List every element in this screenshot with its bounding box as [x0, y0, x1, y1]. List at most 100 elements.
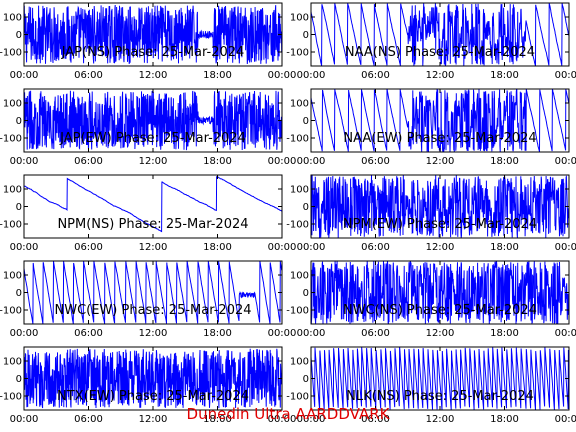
y-tick-label: 0 — [303, 374, 309, 385]
x-tick-label: 12:00 — [426, 242, 455, 253]
x-tick-label: 18:00 — [203, 156, 232, 167]
x-tick-label: 18:00 — [203, 328, 232, 339]
x-tick-label: 00:00 — [297, 156, 326, 167]
x-tick-label: 18:00 — [203, 242, 232, 253]
series-line — [311, 347, 569, 410]
y-tick-label: 0 — [303, 202, 309, 213]
panel-title: NAA(NS) Phase: 25-Mar-2024 — [345, 45, 535, 60]
x-tick-label: 12:00 — [426, 328, 455, 339]
x-tick-label: 00:00 — [555, 328, 576, 339]
y-tick-label: -100 — [286, 392, 309, 403]
x-tick-label: 00:00 — [268, 328, 297, 339]
y-tick-label: 0 — [303, 116, 309, 127]
x-tick-label: 00:00 — [10, 414, 39, 425]
panel-title: NTX(EW) Phase: 25-Mar-2024 — [57, 389, 249, 404]
panel-5: 100 0 -100 00:00 06:00 12:00 18:00 00:00 NPM(EW)… — [286, 174, 576, 253]
y-tick-label: 100 — [290, 357, 309, 368]
x-tick-label: 12:00 — [426, 156, 455, 167]
y-tick-label: -100 — [286, 306, 309, 317]
y-tick-label: 0 — [16, 374, 22, 385]
x-tick-label: 00:00 — [268, 414, 297, 425]
y-tick-label: 100 — [3, 99, 22, 110]
y-tick-label: -100 — [0, 220, 22, 231]
y-tick-label: -100 — [0, 392, 22, 403]
x-tick-label: 00:00 — [268, 70, 297, 81]
y-tick-label: -100 — [0, 48, 22, 59]
panel-2: 100 0 -100 00:00 06:00 12:00 18:00 00:00 JAP(EW)… — [0, 88, 297, 167]
y-tick-label: 0 — [303, 30, 309, 41]
y-tick-label: -100 — [286, 220, 309, 231]
x-tick-label: 18:00 — [490, 328, 519, 339]
y-tick-label: 100 — [290, 185, 309, 196]
x-tick-label: 12:00 — [139, 70, 168, 81]
x-tick-label: 00:00 — [10, 328, 39, 339]
panel-0: 100 0 -100 00:00 06:00 12:00 18:00 00:00 JAP(NS)… — [0, 2, 297, 81]
panel-title: NWC(NS) Phase: 25-Mar-2024 — [343, 303, 537, 318]
series-line — [24, 261, 282, 324]
x-tick-label: 00:00 — [268, 242, 297, 253]
y-tick-label: 100 — [3, 271, 22, 282]
series-line — [311, 89, 569, 152]
x-tick-label: 06:00 — [74, 242, 103, 253]
x-tick-label: 00:00 — [10, 70, 39, 81]
y-tick-label: 100 — [3, 357, 22, 368]
x-tick-label: 00:00 — [555, 414, 576, 425]
y-tick-label: -100 — [0, 306, 22, 317]
y-tick-label: 100 — [3, 185, 22, 196]
series-line — [24, 90, 282, 151]
x-tick-label: 06:00 — [74, 156, 103, 167]
panel-9: 100 0 -100 00:00 06:00 12:00 18:00 00:00 NLK(NS)… — [286, 346, 576, 425]
x-tick-label: 06:00 — [361, 328, 390, 339]
series-line — [311, 3, 569, 66]
y-tick-label: -100 — [286, 48, 309, 59]
panel-title: NPM(NS) Phase: 25-Mar-2024 — [57, 217, 248, 232]
panel-title: NAA(EW) Phase: 25-Mar-2024 — [343, 131, 536, 146]
y-tick-label: -100 — [0, 134, 22, 145]
x-tick-label: 00:00 — [268, 156, 297, 167]
series-line — [24, 176, 282, 233]
panel-6: 100 0 -100 00:00 06:00 12:00 18:00 00:00 NWC(EW)… — [0, 260, 297, 339]
y-tick-label: 0 — [16, 288, 22, 299]
x-tick-label: 06:00 — [74, 414, 103, 425]
x-tick-label: 12:00 — [139, 242, 168, 253]
y-tick-label: 100 — [290, 99, 309, 110]
panel-title: NLK(NS) Phase: 25-Mar-2024 — [346, 389, 534, 404]
x-tick-label: 06:00 — [361, 242, 390, 253]
panel-3: 100 0 -100 00:00 06:00 12:00 18:00 00:00 NAA(EW)… — [286, 88, 576, 167]
x-tick-label: 06:00 — [361, 156, 390, 167]
series-line — [24, 4, 282, 65]
panel-8: 100 0 -100 00:00 06:00 12:00 18:00 00:00 NTX(EW)… — [0, 346, 297, 425]
y-tick-label: 0 — [16, 202, 22, 213]
x-tick-label: 00:00 — [297, 328, 326, 339]
x-tick-label: 00:00 — [555, 70, 576, 81]
x-tick-label: 12:00 — [139, 328, 168, 339]
footer-label: Dunedin Ultra AARDDVARK — [186, 405, 390, 423]
x-tick-label: 00:00 — [297, 242, 326, 253]
x-tick-label: 18:00 — [490, 242, 519, 253]
y-tick-label: 0 — [303, 288, 309, 299]
panel-title: JAP(EW) Phase: 25-Mar-2024 — [59, 131, 246, 146]
x-tick-label: 12:00 — [426, 70, 455, 81]
x-tick-label: 00:00 — [10, 156, 39, 167]
x-tick-label: 00:00 — [555, 242, 576, 253]
x-tick-label: 06:00 — [361, 414, 390, 425]
x-tick-label: 12:00 — [139, 156, 168, 167]
x-tick-label: 00:00 — [297, 70, 326, 81]
y-tick-label: 100 — [3, 13, 22, 24]
y-tick-label: 100 — [290, 271, 309, 282]
panel-title: NPM(EW) Phase: 25-Mar-2024 — [343, 217, 537, 232]
x-tick-label: 18:00 — [203, 70, 232, 81]
x-tick-label: 12:00 — [426, 414, 455, 425]
y-tick-label: 100 — [290, 13, 309, 24]
panel-1: 100 0 -100 00:00 06:00 12:00 18:00 00:00 NAA(NS)… — [286, 2, 576, 81]
panel-7: 100 0 -100 00:00 06:00 12:00 18:00 00:00 NWC(NS)… — [286, 260, 576, 339]
x-tick-label: 12:00 — [139, 414, 168, 425]
x-tick-label: 00:00 — [10, 242, 39, 253]
x-tick-label: 18:00 — [490, 70, 519, 81]
x-tick-label: 18:00 — [490, 156, 519, 167]
x-tick-label: 00:00 — [555, 156, 576, 167]
x-tick-label: 18:00 — [203, 414, 232, 425]
panel-title: JAP(NS) Phase: 25-Mar-2024 — [61, 45, 245, 60]
series-line — [311, 261, 569, 324]
